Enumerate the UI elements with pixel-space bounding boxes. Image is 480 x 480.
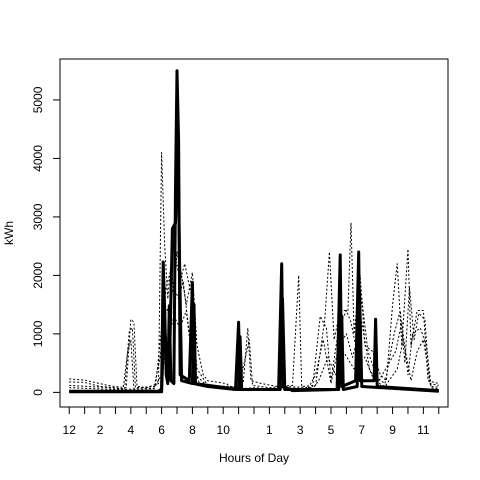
x-tick-label: 1 bbox=[266, 423, 273, 437]
x-tick-label: 4 bbox=[127, 423, 134, 437]
series-line-4 bbox=[69, 257, 439, 390]
x-tick-label: 10 bbox=[217, 423, 231, 437]
x-axis-label: Hours of Day bbox=[219, 451, 289, 465]
series-line-5 bbox=[69, 280, 439, 390]
x-tick-label: 9 bbox=[389, 423, 396, 437]
x-tick-label: 8 bbox=[189, 423, 196, 437]
x-tick-label: 12 bbox=[63, 423, 77, 437]
x-axis: 12 2 4 6 8 10 1 3 5 7 9 11 bbox=[63, 406, 440, 437]
series-line-2 bbox=[69, 133, 439, 394]
x-tick-label: 6 bbox=[158, 423, 165, 437]
x-tick-label: 7 bbox=[358, 423, 365, 437]
y-tick-label: 0 bbox=[31, 389, 45, 396]
y-axis-label: kWh bbox=[2, 221, 16, 245]
y-tick-label: 5000 bbox=[31, 86, 45, 113]
y-tick-label: 4000 bbox=[31, 145, 45, 172]
x-tick-label: 3 bbox=[297, 423, 304, 437]
series-line-3 bbox=[69, 152, 439, 389]
series-line-1 bbox=[69, 69, 439, 393]
y-tick-label: 1000 bbox=[31, 320, 45, 347]
x-tick-label: 2 bbox=[97, 423, 104, 437]
series-line-6 bbox=[69, 310, 439, 390]
y-axis: 0 1000 2000 3000 4000 5000 bbox=[31, 86, 61, 396]
y-tick-label: 2000 bbox=[31, 262, 45, 289]
y-tick-label: 3000 bbox=[31, 203, 45, 230]
x-tick-label: 5 bbox=[328, 423, 335, 437]
series-layer bbox=[69, 69, 439, 394]
x-tick-label: 11 bbox=[417, 423, 430, 437]
